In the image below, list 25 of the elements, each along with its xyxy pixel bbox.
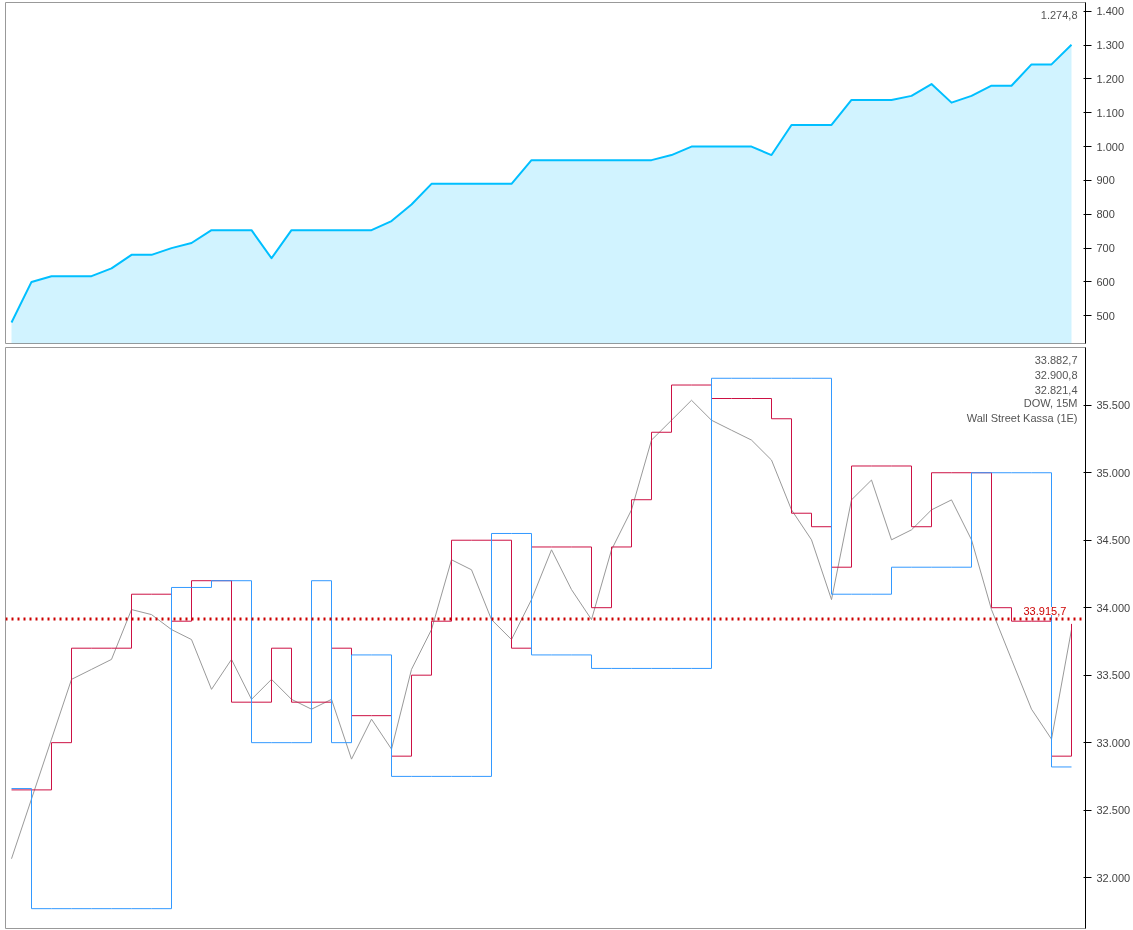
y-tick-label: 33.500 <box>1096 669 1131 682</box>
ref-line-label: 33.915,7 <box>1023 605 1067 618</box>
y-tick-label: 32.500 <box>1096 804 1131 817</box>
annotation: Wall Street Kassa (1E) <box>966 411 1078 424</box>
annotation: DOW, 15M <box>1023 396 1078 409</box>
annotation: 1.274,8 <box>1040 8 1078 21</box>
y-tick-label: 1.300 <box>1096 39 1125 52</box>
y-tick-label: 1.200 <box>1096 72 1125 85</box>
y-tick-label: 500 <box>1096 309 1115 322</box>
y-tick-label: 34.500 <box>1096 534 1131 547</box>
y-tick-label: 600 <box>1096 275 1115 288</box>
y-tick-label: 33.000 <box>1096 736 1131 749</box>
annotation: 32.900,8 <box>1034 368 1078 381</box>
y-tick-label: 800 <box>1096 208 1115 221</box>
y-tick-label: 35.500 <box>1096 399 1131 412</box>
annotation: 32.821,4 <box>1034 383 1078 396</box>
y-tick-label: 700 <box>1096 242 1115 255</box>
y-tick-label: 1.000 <box>1096 140 1125 153</box>
y-tick-label: 32.000 <box>1096 871 1131 884</box>
y-tick-label: 900 <box>1096 174 1115 187</box>
annotation: 33.882,7 <box>1034 353 1078 366</box>
y-tick-label: 1.100 <box>1096 106 1125 119</box>
y-tick-label: 1.400 <box>1096 5 1125 18</box>
y-tick-label: 34.000 <box>1096 601 1131 614</box>
y-tick-label: 35.000 <box>1096 466 1131 479</box>
